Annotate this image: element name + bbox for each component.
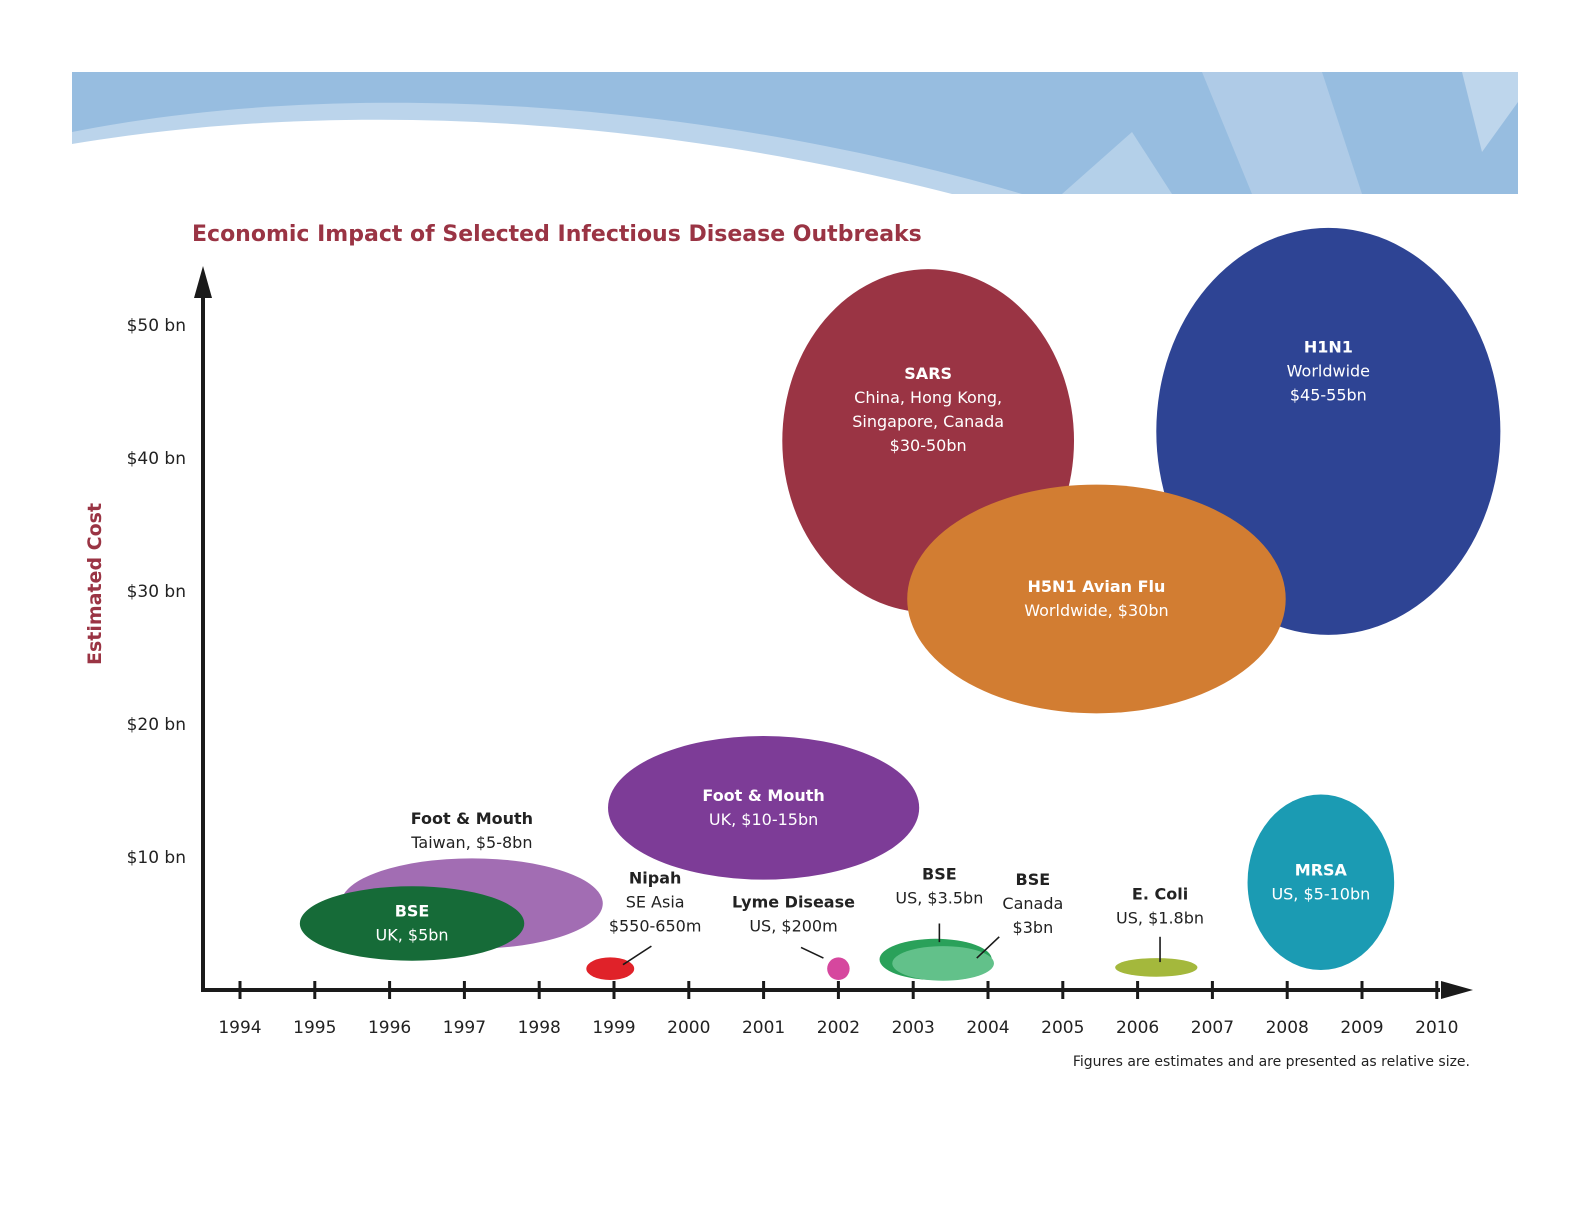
x-tick-label: 2001 (742, 1018, 785, 1038)
bubble-label-layer: Foot & Mouth Taiwan, $5-8bn BSE UK, $5bn Foo… (376, 338, 1371, 945)
x-tick-label: 1994 (218, 1018, 261, 1038)
bubble-detail-label: $30-50bn (890, 436, 967, 455)
bubble-detail-label: Canada (1002, 894, 1063, 913)
x-tick-label: 2005 (1041, 1018, 1084, 1038)
bubble-detail-label: China, Hong Kong, (854, 388, 1002, 407)
y-tick-label: $10 bn (127, 848, 186, 868)
bubble-detail-label: UK, $5bn (376, 926, 449, 945)
x-tick-label: 2004 (966, 1018, 1009, 1038)
bubble-name-label: Lyme Disease (732, 893, 855, 912)
chart-title: Economic Impact of Selected Infectious D… (192, 222, 922, 247)
bubble-detail-label: US, $3.5bn (895, 889, 983, 908)
leader-line (800, 946, 824, 959)
x-tick-label: 1997 (443, 1018, 486, 1038)
bubble-layer (299, 227, 1501, 981)
bubble (1247, 794, 1395, 971)
x-tick-label: 2006 (1116, 1018, 1159, 1038)
x-tick-label: 2008 (1266, 1018, 1309, 1038)
footnote: Figures are estimates and are presented … (1073, 1054, 1470, 1070)
bubble-name-label: BSE (922, 865, 957, 884)
banner-shard-2 (1462, 72, 1518, 152)
x-tick-label: 2002 (817, 1018, 860, 1038)
x-tick-label: 1996 (368, 1018, 411, 1038)
bubble-detail-label: US, $1.8bn (1116, 909, 1204, 928)
bubble (586, 957, 635, 981)
leader-line-layer (622, 923, 1161, 966)
y-axis-arrowhead (194, 266, 212, 298)
bubble-name-label: BSE (395, 902, 430, 921)
bubble-detail-label: Worldwide (1287, 362, 1370, 381)
bubble-name-label: SARS (904, 364, 952, 383)
bubble (608, 735, 920, 880)
y-tick-label: $40 bn (127, 449, 186, 469)
bubble (827, 957, 850, 981)
x-tick-label: 2010 (1415, 1018, 1458, 1038)
bubble-detail-label: Taiwan, $5-8bn (410, 833, 532, 852)
bubble-detail-label: UK, $10-15bn (709, 810, 818, 829)
bubble-detail-label: SE Asia (626, 893, 685, 912)
bubble-name-label: MRSA (1295, 860, 1348, 879)
leader-line (976, 936, 1000, 959)
bubble-detail-label: $45-55bn (1290, 386, 1367, 405)
x-tick-label: 2007 (1191, 1018, 1234, 1038)
y-tick-label: $50 bn (127, 316, 186, 336)
bubble-name-label: H5N1 Avian Flu (1028, 577, 1166, 596)
leader-line (622, 945, 652, 966)
banner-shard-3 (1062, 132, 1172, 194)
x-tick-label: 2003 (892, 1018, 935, 1038)
bubble-name-label: BSE (1016, 870, 1051, 889)
header-banner (72, 72, 1518, 194)
bubble (299, 886, 525, 961)
bubble-detail-label: Singapore, Canada (852, 412, 1004, 431)
bubble-detail-label: $3bn (1013, 918, 1054, 937)
x-tick-layer: 1994 1995 1996 1997 1998 1999 2000 2001 2002 2003… (218, 981, 1458, 1038)
y-tick-label: $30 bn (127, 582, 186, 602)
bubble-detail-label: US, $200m (749, 917, 837, 936)
bubble-name-label: Foot & Mouth (702, 786, 824, 805)
y-tick-label: $20 bn (127, 715, 186, 735)
bubble-detail-label: $550-650m (609, 917, 702, 936)
bubble-name-label: Foot & Mouth (411, 809, 533, 828)
bubble (907, 484, 1286, 714)
bubble-name-label: Nipah (629, 869, 682, 888)
bubble-detail-label: Worldwide, $30bn (1024, 601, 1168, 620)
bubble-detail-label: US, $5-10bn (1271, 884, 1370, 903)
y-axis-label: Estimated Cost (84, 503, 106, 665)
banner-wave-white (72, 119, 952, 194)
banner-shard-1 (1202, 72, 1362, 194)
x-tick-label: 1995 (293, 1018, 336, 1038)
bubble (1115, 958, 1198, 977)
x-tick-label: 1999 (592, 1018, 635, 1038)
bubble-name-label: E. Coli (1132, 885, 1188, 904)
bubble (892, 946, 994, 981)
x-tick-label: 2009 (1340, 1018, 1383, 1038)
bubble-name-label: H1N1 (1304, 338, 1353, 357)
x-axis-arrowhead (1441, 981, 1473, 999)
y-tick-layer: $10 bn $20 bn $30 bn $40 bn $50 bn (127, 316, 186, 868)
x-tick-label: 1998 (518, 1018, 561, 1038)
x-tick-label: 2000 (667, 1018, 710, 1038)
